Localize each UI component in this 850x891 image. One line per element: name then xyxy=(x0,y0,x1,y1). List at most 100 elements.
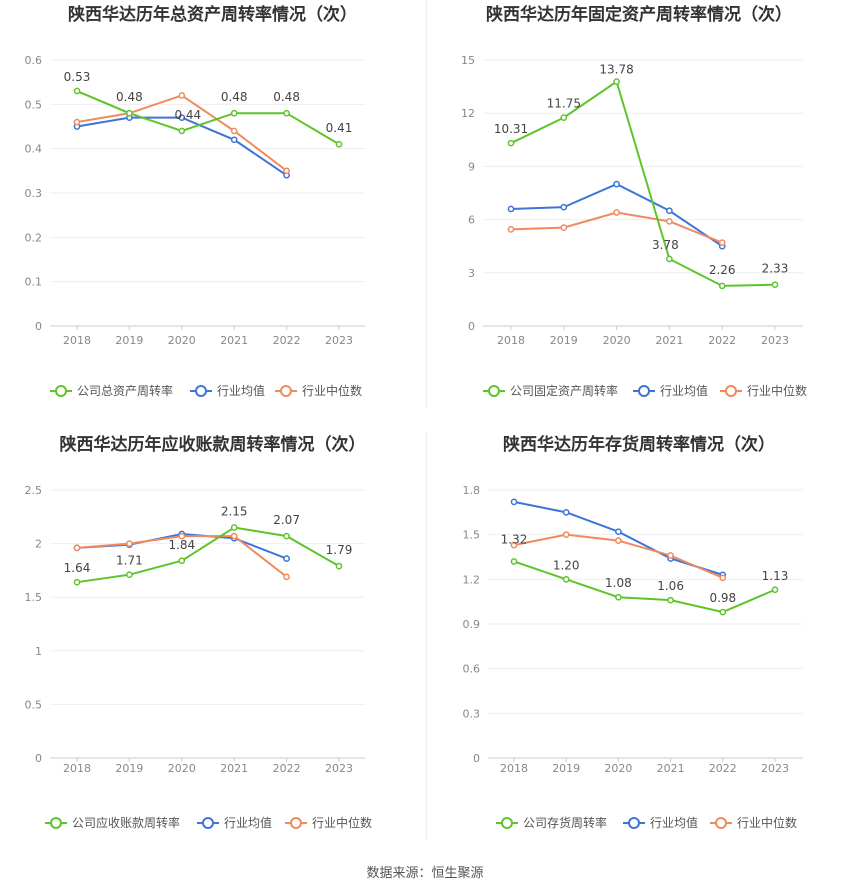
y-tick-label: 2.5 xyxy=(25,484,43,497)
data-point xyxy=(73,544,81,552)
x-tick-label: 2020 xyxy=(168,334,196,347)
data-point xyxy=(666,255,673,263)
y-tick-label: 1.5 xyxy=(25,591,43,604)
data-point xyxy=(126,540,133,547)
legend-marker xyxy=(50,817,62,829)
x-tick-label: 2019 xyxy=(115,334,143,347)
y-tick-label: 1 xyxy=(35,645,42,658)
data-point xyxy=(719,574,727,582)
x-tick-label: 2022 xyxy=(708,334,736,347)
data-label: 1.79 xyxy=(326,543,353,557)
chart-svg: 陕西华达历年应收账款周转率情况（次） 0 0.5 1 1.5 2 2.5 2018 2019 20… xyxy=(25,434,373,830)
y-tick-label: 6 xyxy=(468,214,475,227)
data-point xyxy=(178,127,186,135)
y-tick-label: 9 xyxy=(468,160,475,173)
y-tick-label: 0 xyxy=(468,320,475,333)
legend-marker xyxy=(501,817,513,829)
x-tick-label: 2021 xyxy=(655,334,683,347)
data-point xyxy=(283,573,290,581)
data-point xyxy=(178,557,186,565)
x-tick-label: 2019 xyxy=(552,762,580,775)
x-tick-label: 2022 xyxy=(273,334,301,347)
legend-item: 公司应收账款周转率 xyxy=(45,815,180,830)
data-point xyxy=(719,608,727,616)
data-point xyxy=(562,575,570,583)
data-point xyxy=(560,203,568,211)
y-tick-label: 0.4 xyxy=(25,143,43,156)
data-point xyxy=(718,282,726,290)
legend-label: 公司存货周转率 xyxy=(523,815,607,830)
data-point xyxy=(560,224,568,231)
y-tick-label: 0.3 xyxy=(25,187,43,200)
x-tick-label: 2022 xyxy=(709,762,737,775)
company-series xyxy=(73,524,343,586)
y-tick-label: 0.3 xyxy=(463,707,481,720)
x-tick-label: 2023 xyxy=(761,334,789,347)
x-tick-label: 2019 xyxy=(115,762,143,775)
data-label: 0.41 xyxy=(326,121,353,135)
data-label: 3.78 xyxy=(652,238,679,252)
legend-item: 行业均值 xyxy=(623,815,698,830)
vertical-divider-bottom xyxy=(426,432,427,840)
y-tick-label: 3 xyxy=(468,267,475,280)
legend-item: 公司存货周转率 xyxy=(496,815,607,830)
y-tick-label: 1.5 xyxy=(463,529,481,542)
legend-label: 公司固定资产周转率 xyxy=(510,383,618,398)
data-point xyxy=(667,596,674,604)
data-point xyxy=(230,532,238,540)
chart-total-asset-turnover: 陕西华达历年总资产周转率情况（次） 0 0.1 0.2 0.3 0.4 0.5 0.6 2018… xyxy=(0,0,425,420)
legend-marker xyxy=(280,385,292,397)
series-line xyxy=(510,80,776,287)
data-point xyxy=(510,498,518,506)
data-point xyxy=(562,531,570,539)
chart-svg: 陕西华达历年存货周转率情况（次） 0 0.3 0.6 0.9 1.2 1.5 1.8 2018 2… xyxy=(463,434,803,830)
y-tick-label: 0.6 xyxy=(25,54,43,67)
data-point xyxy=(230,136,238,144)
data-point xyxy=(562,508,570,516)
legend-label: 行业均值 xyxy=(217,383,265,398)
data-point xyxy=(283,555,290,562)
data-point xyxy=(560,114,568,121)
legend-label: 公司应收账款周转率 xyxy=(72,815,180,830)
x-tick-label: 2020 xyxy=(168,762,196,775)
vertical-divider-top xyxy=(426,0,427,408)
legend-marker xyxy=(628,817,640,829)
data-point xyxy=(230,109,238,117)
legend-marker xyxy=(202,817,214,829)
legend-item: 行业中位数 xyxy=(285,815,372,830)
data-point xyxy=(666,207,673,215)
data-label: 0.48 xyxy=(273,90,300,104)
series-line xyxy=(513,560,776,614)
chart-fixed-asset-turnover: 陕西华达历年固定资产周转率情况（次） 0 3 6 9 12 15 2018 2019 2020 20… xyxy=(428,0,850,420)
x-tick-label: 2021 xyxy=(220,334,248,347)
company-series xyxy=(510,558,779,616)
legend-marker xyxy=(55,385,67,397)
x-tick-label: 2021 xyxy=(220,762,248,775)
y-tick-label: 0.1 xyxy=(25,276,43,289)
industry-median-series xyxy=(73,532,290,581)
data-point xyxy=(126,571,133,579)
y-tick-label: 15 xyxy=(461,54,475,67)
data-point xyxy=(178,114,186,121)
legend-item: 行业中位数 xyxy=(275,383,362,398)
chart-title: 陕西华达历年存货周转率情况（次） xyxy=(503,434,775,455)
industry-median-series xyxy=(510,531,727,582)
data-label: 1.84 xyxy=(168,538,195,552)
data-point xyxy=(615,528,622,536)
x-tick-label: 2023 xyxy=(761,762,789,775)
data-label: 1.64 xyxy=(64,561,91,575)
industry-average-series xyxy=(73,114,290,179)
legend-item: 行业中位数 xyxy=(720,383,807,398)
legend-marker xyxy=(725,385,737,397)
data-label: 0.98 xyxy=(709,591,736,605)
chart-svg: 陕西华达历年固定资产周转率情况（次） 0 3 6 9 12 15 2018 2019 2020 20… xyxy=(461,4,807,398)
data-point xyxy=(335,140,343,148)
data-point xyxy=(230,524,238,531)
x-tick-label: 2019 xyxy=(550,334,578,347)
y-tick-label: 0 xyxy=(473,752,480,765)
data-label: 0.48 xyxy=(221,90,248,104)
legend-item: 行业均值 xyxy=(633,383,708,398)
data-point xyxy=(615,593,622,601)
y-tick-label: 1.8 xyxy=(463,484,481,497)
data-point xyxy=(613,180,620,188)
